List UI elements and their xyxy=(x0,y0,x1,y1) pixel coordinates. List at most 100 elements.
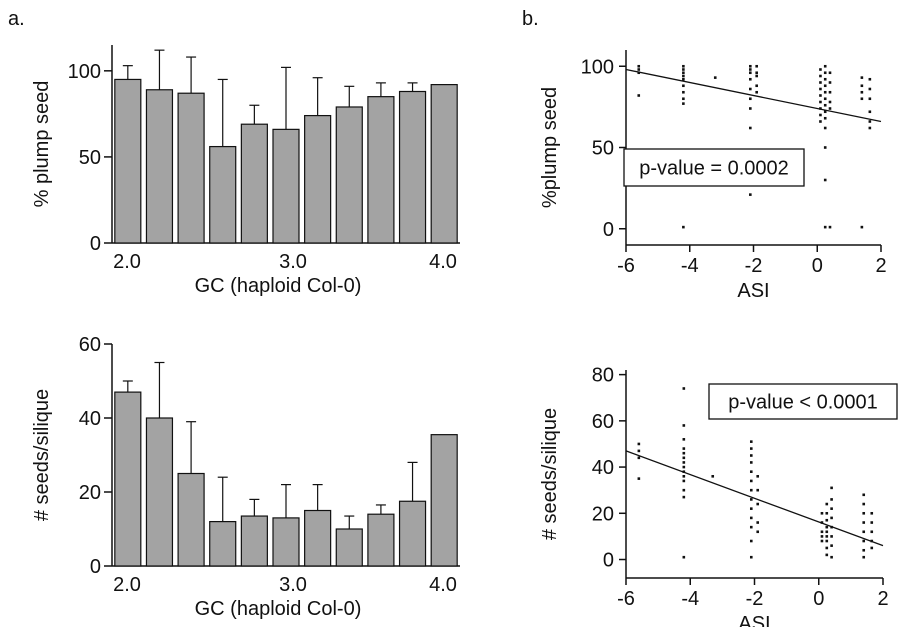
data-point xyxy=(749,539,753,543)
data-point xyxy=(825,511,829,515)
bar xyxy=(177,472,205,567)
data-point xyxy=(682,64,685,68)
data-point xyxy=(828,100,832,104)
data-point xyxy=(825,553,829,557)
data-point xyxy=(819,113,822,117)
data-point xyxy=(825,525,829,529)
data-point xyxy=(749,126,752,130)
x-tick-label: 0 xyxy=(813,588,824,610)
data-point xyxy=(870,546,874,550)
data-point xyxy=(830,486,833,490)
y-tick-label: 80 xyxy=(592,365,614,387)
data-point xyxy=(820,539,824,543)
data-point xyxy=(682,387,686,390)
panel-label-a: a. xyxy=(8,8,25,30)
data-point xyxy=(637,477,641,480)
data-point xyxy=(637,442,641,446)
x-axis-label: GC (haploid Col-0) xyxy=(195,275,362,297)
data-point xyxy=(825,518,829,522)
data-point xyxy=(749,488,753,492)
bar xyxy=(335,106,363,244)
data-point xyxy=(682,424,686,427)
data-point xyxy=(862,521,866,524)
x-tick-label: -6 xyxy=(617,588,635,610)
data-point xyxy=(682,68,685,71)
data-point xyxy=(868,120,872,123)
data-point xyxy=(830,535,833,538)
x-axis-label: ASI xyxy=(738,613,770,627)
bar xyxy=(145,89,174,244)
data-point xyxy=(749,71,752,75)
x-tick-label: 4.0 xyxy=(429,251,457,273)
data-point xyxy=(756,521,760,524)
data-point xyxy=(870,521,874,524)
data-point xyxy=(682,225,685,229)
data-point xyxy=(820,511,824,515)
data-point xyxy=(682,475,686,478)
data-point xyxy=(749,440,753,443)
data-point xyxy=(756,530,760,534)
data-point xyxy=(828,71,832,75)
data-point xyxy=(825,502,829,506)
data-point xyxy=(830,507,833,510)
y-tick-label: 40 xyxy=(592,457,614,479)
data-point xyxy=(749,193,752,196)
data-point xyxy=(820,535,824,538)
data-point xyxy=(755,84,758,88)
data-point xyxy=(755,71,758,75)
data-point xyxy=(823,64,827,68)
data-point xyxy=(749,97,752,101)
data-point xyxy=(637,64,641,68)
data-point xyxy=(860,97,864,101)
data-point xyxy=(828,81,832,84)
y-tick-label: 0 xyxy=(603,219,614,241)
data-point xyxy=(749,479,753,483)
bar xyxy=(240,123,268,244)
panel-label-b: b. xyxy=(522,8,539,30)
x-tick-label: 4.0 xyxy=(429,574,457,596)
data-point xyxy=(862,530,866,534)
data-point xyxy=(862,555,866,559)
data-point xyxy=(868,77,872,81)
bar xyxy=(367,513,395,567)
data-point xyxy=(860,84,864,88)
data-point xyxy=(749,77,752,81)
data-point xyxy=(682,555,686,559)
data-point xyxy=(868,87,872,91)
data-point xyxy=(682,71,685,75)
data-point xyxy=(825,539,829,543)
bar xyxy=(430,434,458,567)
data-point xyxy=(860,225,864,229)
bar xyxy=(209,520,237,567)
data-point xyxy=(682,74,685,78)
data-point xyxy=(749,516,753,520)
data-point xyxy=(713,76,717,79)
data-point xyxy=(825,535,829,538)
data-point xyxy=(682,97,685,101)
p-value-text: p-value = 0.0002 xyxy=(639,158,789,180)
data-point xyxy=(860,90,864,94)
data-point xyxy=(823,77,827,81)
x-tick-label: 0 xyxy=(812,255,823,277)
data-point xyxy=(819,100,822,104)
bar xyxy=(272,128,300,244)
data-point xyxy=(870,511,874,515)
bar xyxy=(335,528,363,567)
data-point xyxy=(819,68,822,71)
data-point xyxy=(823,146,827,149)
data-point xyxy=(711,475,715,478)
y-axis-label: % plump seed xyxy=(31,81,53,208)
data-point xyxy=(868,110,872,114)
data-point xyxy=(682,447,686,450)
bar xyxy=(240,515,268,567)
data-point xyxy=(682,102,685,105)
data-point xyxy=(823,225,827,229)
data-point xyxy=(756,502,760,506)
data-point xyxy=(823,90,827,94)
bar xyxy=(177,92,205,244)
y-axis-label: # seeds/silique xyxy=(31,389,53,521)
data-point xyxy=(682,488,686,492)
y-tick-label: 0 xyxy=(603,550,614,572)
bar xyxy=(304,509,332,567)
